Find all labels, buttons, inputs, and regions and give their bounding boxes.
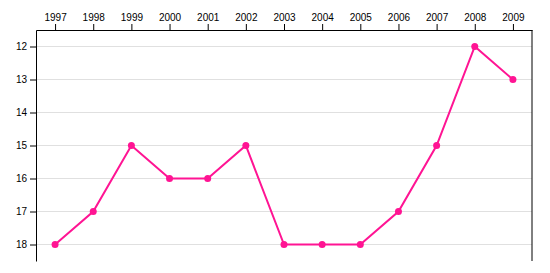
point bbox=[395, 208, 402, 215]
grid-line bbox=[36, 46, 532, 47]
x-tick: 2000 bbox=[159, 12, 182, 30]
x-axis: 1997 1998 1999 2000 2001 2002 2003 2004 2005 2006… bbox=[37, 12, 533, 31]
x-tick-mark bbox=[55, 24, 56, 30]
point bbox=[357, 241, 364, 248]
x-tick-mark bbox=[322, 24, 323, 30]
x-tick-label: 2009 bbox=[502, 12, 525, 23]
point bbox=[128, 142, 135, 149]
x-tick: 2006 bbox=[388, 12, 411, 30]
y-tick: 17 bbox=[16, 206, 36, 217]
x-tick-mark bbox=[360, 24, 361, 30]
y-tick-label: 17 bbox=[16, 206, 28, 217]
grid-line bbox=[36, 112, 532, 113]
x-tick-mark bbox=[246, 24, 247, 30]
frame-right bbox=[532, 30, 533, 261]
x-tick-label: 2006 bbox=[388, 12, 411, 23]
x-tick-label: 2000 bbox=[159, 12, 182, 23]
grid-line bbox=[36, 178, 532, 179]
x-tick-label: 2002 bbox=[235, 12, 258, 23]
grid bbox=[36, 47, 532, 245]
plot: 1997 1998 1999 2000 2001 2002 2003 2004 2005 2006… bbox=[16, 12, 533, 262]
y-tick-label: 18 bbox=[16, 239, 28, 250]
point bbox=[52, 241, 59, 248]
point bbox=[319, 241, 326, 248]
x-tick-mark bbox=[93, 24, 94, 30]
point bbox=[433, 142, 440, 149]
x-tick: 2002 bbox=[235, 12, 258, 30]
y-tick: 12 bbox=[16, 41, 36, 52]
y-tick-mark bbox=[30, 146, 36, 147]
x-tick-label: 2008 bbox=[464, 12, 487, 23]
y-tick-label: 12 bbox=[16, 41, 28, 52]
y-axis-line bbox=[36, 31, 37, 262]
x-tick-mark bbox=[208, 24, 209, 30]
grid-line bbox=[36, 211, 532, 212]
x-tick-mark bbox=[437, 24, 438, 30]
line bbox=[55, 47, 513, 245]
x-tick-label: 2004 bbox=[312, 12, 335, 23]
x-tick: 2005 bbox=[350, 12, 373, 30]
point bbox=[90, 208, 97, 215]
y-tick-label: 14 bbox=[16, 107, 28, 118]
x-tick-mark bbox=[398, 24, 399, 30]
y-tick-mark bbox=[30, 245, 36, 246]
x-tick-mark bbox=[475, 24, 476, 30]
y-tick: 13 bbox=[16, 74, 36, 85]
x-tick-label: 1998 bbox=[83, 12, 106, 23]
point bbox=[204, 175, 211, 182]
y-tick-label: 16 bbox=[16, 173, 28, 184]
x-tick: 2004 bbox=[312, 12, 335, 30]
x-tick: 2007 bbox=[426, 12, 449, 30]
point bbox=[242, 142, 249, 149]
x-tick-label: 1999 bbox=[121, 12, 144, 23]
x-tick: 1999 bbox=[121, 12, 144, 30]
marks bbox=[52, 43, 517, 248]
y-tick-mark bbox=[30, 47, 36, 48]
y-tick: 15 bbox=[16, 140, 36, 151]
grid-line bbox=[36, 145, 532, 146]
x-tick: 2008 bbox=[464, 12, 487, 30]
x-tick-label: 2001 bbox=[197, 12, 220, 23]
point bbox=[281, 241, 288, 248]
y-tick-label: 13 bbox=[16, 74, 28, 85]
x-tick-mark bbox=[131, 24, 132, 30]
y-tick: 14 bbox=[16, 107, 36, 118]
y-tick: 18 bbox=[16, 239, 36, 250]
x-tick-label: 2007 bbox=[426, 12, 449, 23]
point bbox=[166, 175, 173, 182]
y-tick-mark bbox=[30, 113, 36, 114]
y-axis: 12 13 14 15 16 17 18 bbox=[16, 31, 37, 262]
x-tick-label: 2005 bbox=[350, 12, 373, 23]
y-tick-mark bbox=[30, 80, 36, 81]
x-tick: 1997 bbox=[44, 12, 67, 30]
x-tick-mark bbox=[513, 24, 514, 30]
y-tick-mark bbox=[30, 212, 36, 213]
x-tick: 1998 bbox=[83, 12, 106, 30]
x-tick: 2003 bbox=[273, 12, 296, 30]
x-tick: 2001 bbox=[197, 12, 220, 30]
y-tick-label: 15 bbox=[16, 140, 28, 151]
x-axis-line bbox=[37, 30, 533, 31]
grid-line bbox=[36, 79, 532, 80]
chart: 1997 1998 1999 2000 2001 2002 2003 2004 2005 2006… bbox=[0, 0, 550, 273]
point bbox=[471, 43, 478, 50]
x-tick-mark bbox=[284, 24, 285, 30]
point bbox=[509, 76, 516, 83]
x-tick-label: 1997 bbox=[44, 12, 67, 23]
x-tick: 2009 bbox=[502, 12, 525, 30]
y-tick: 16 bbox=[16, 173, 36, 184]
y-tick-mark bbox=[30, 179, 36, 180]
x-tick-mark bbox=[170, 24, 171, 30]
x-tick-label: 2003 bbox=[273, 12, 296, 23]
